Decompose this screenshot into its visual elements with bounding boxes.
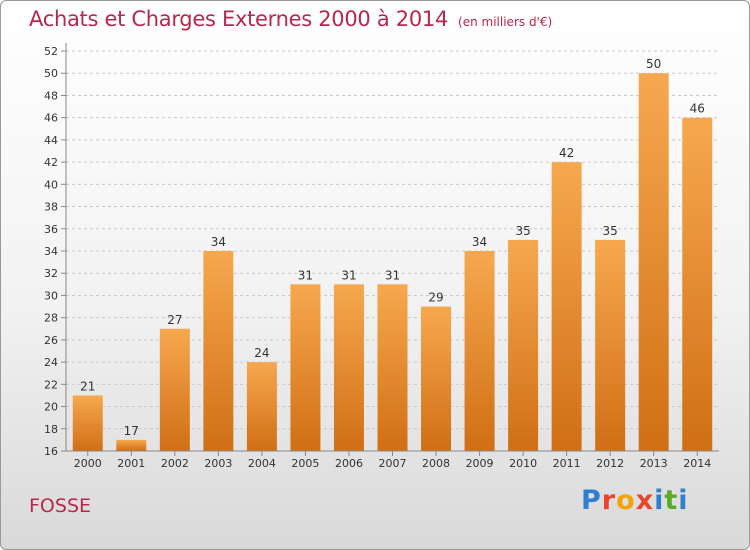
y-tick-label: 18: [44, 423, 58, 436]
x-tick-label: 2010: [509, 457, 537, 470]
bar-value-label: 42: [559, 146, 574, 160]
bar-value-label: 24: [254, 346, 269, 360]
bar-2000: [72, 395, 103, 451]
y-tick-label: 30: [44, 289, 58, 302]
bar-value-label: 35: [603, 224, 618, 238]
bar-2001: [116, 439, 147, 451]
x-tick-label: 2014: [683, 457, 711, 470]
bar-value-label: 46: [690, 102, 705, 116]
bar-2011: [551, 162, 582, 451]
y-tick-label: 36: [44, 223, 58, 236]
x-tick-label: 2007: [379, 457, 407, 470]
y-tick-label: 34: [44, 245, 58, 258]
bar-value-label: 35: [515, 224, 530, 238]
bar-2005: [290, 284, 321, 451]
bar-2009: [464, 251, 495, 451]
y-tick-label: 20: [44, 401, 58, 414]
x-tick-label: 2013: [640, 457, 668, 470]
proxiti-logo: Proxiti: [581, 485, 689, 516]
x-tick-label: 2004: [248, 457, 276, 470]
bar-2002: [159, 328, 190, 451]
bar-2007: [377, 284, 408, 451]
bar-2012: [595, 239, 626, 451]
y-tick-label: 40: [44, 178, 58, 191]
bar-value-label: 21: [80, 379, 95, 393]
y-tick-label: 38: [44, 201, 58, 214]
bar-value-label: 17: [124, 424, 139, 438]
axis-layer: 16 18 20 22 24 26 28 30 32 34 36 38 40 42 44 46 48 50 52 20…: [44, 43, 719, 470]
x-tick-label: 2012: [596, 457, 624, 470]
x-tick-label: 2009: [466, 457, 494, 470]
y-tick-label: 22: [44, 378, 58, 391]
y-tick-label: 28: [44, 312, 58, 325]
bar-value-label: 34: [472, 235, 487, 249]
y-tick-label: 42: [44, 156, 58, 169]
bar-2008: [421, 306, 452, 451]
y-tick-label: 48: [44, 89, 58, 102]
x-tick-label: 2005: [291, 457, 319, 470]
y-tick-label: 44: [44, 134, 58, 147]
y-tick-label: 24: [44, 356, 58, 369]
x-tick-label: 2008: [422, 457, 450, 470]
bar-value-label: 27: [167, 313, 182, 327]
y-tick-label: 32: [44, 267, 58, 280]
bar-value-label: 31: [341, 268, 356, 282]
bar-value-label: 29: [428, 291, 443, 305]
y-tick-label: 16: [44, 445, 58, 458]
x-tick-label: 2002: [161, 457, 189, 470]
chart-title-line: Achats et Charges Externes 2000 à 2014 (e…: [29, 7, 552, 31]
x-tick-label: 2003: [204, 457, 232, 470]
label-layer: 21 17 27 34 24 31 31 31 29 34 35 42 35 50 46: [80, 57, 705, 438]
x-tick-label: 2001: [117, 457, 145, 470]
bar-2014: [682, 117, 713, 452]
bar-value-label: 31: [385, 268, 400, 282]
bar-2004: [246, 362, 277, 451]
bar-2003: [203, 251, 234, 451]
y-tick-label: 52: [44, 45, 58, 58]
bar-layer: [72, 73, 713, 452]
chart-title: Achats et Charges Externes 2000 à 2014: [29, 7, 449, 31]
x-tick-label: 2000: [74, 457, 102, 470]
bar-2006: [333, 284, 364, 451]
y-tick-label: 46: [44, 112, 58, 125]
bar-value-label: 50: [646, 57, 661, 71]
y-tick-label: 26: [44, 334, 58, 347]
bar-2013: [638, 73, 669, 451]
bar-value-label: 34: [211, 235, 226, 249]
chart-unit: (en milliers d'€): [458, 15, 553, 29]
bar-2010: [508, 239, 539, 451]
commune-name: FOSSE: [29, 495, 92, 517]
bar-value-label: 31: [298, 268, 313, 282]
y-tick-label: 50: [44, 67, 58, 80]
x-tick-label: 2006: [335, 457, 363, 470]
x-tick-label: 2011: [553, 457, 581, 470]
